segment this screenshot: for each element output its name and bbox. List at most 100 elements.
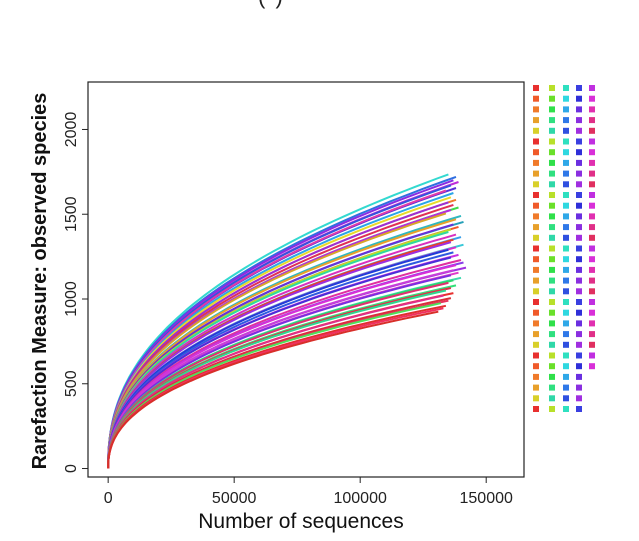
- legend-swatch: [533, 288, 539, 295]
- legend-swatch: [576, 331, 582, 338]
- legend-swatch: [589, 117, 595, 124]
- legend-swatches: [533, 85, 595, 412]
- legend-swatch: [563, 149, 569, 156]
- legend-swatch: [549, 127, 555, 134]
- legend-swatch: [563, 395, 569, 402]
- legend-swatch: [549, 245, 555, 252]
- plot-frame: [87, 81, 525, 478]
- legend-swatch: [576, 202, 582, 209]
- legend-swatch: [589, 277, 595, 284]
- legend-swatch: [533, 266, 539, 273]
- legend-swatch: [533, 106, 539, 113]
- legend-swatch: [563, 202, 569, 209]
- legend-swatch: [589, 138, 595, 145]
- legend-swatch: [549, 341, 555, 348]
- legend-swatch: [549, 331, 555, 338]
- legend-swatch: [549, 213, 555, 220]
- legend-swatch: [549, 395, 555, 402]
- legend-swatch: [589, 106, 595, 113]
- legend-swatch: [576, 127, 582, 134]
- legend-swatch: [549, 95, 555, 102]
- legend-swatch: [533, 406, 539, 412]
- legend-swatch: [533, 395, 539, 402]
- legend-swatch: [563, 341, 569, 348]
- legend-swatch: [576, 224, 582, 231]
- legend-swatch: [563, 106, 569, 113]
- legend-swatch: [563, 384, 569, 391]
- legend-swatch: [576, 320, 582, 327]
- legend-swatch: [563, 234, 569, 241]
- legend-swatch: [549, 363, 555, 370]
- legend-swatch: [549, 288, 555, 295]
- legend-swatch: [589, 149, 595, 156]
- y-tick-label: 500: [63, 370, 80, 397]
- legend-swatch: [533, 224, 539, 231]
- legend-swatch: [549, 224, 555, 231]
- legend-swatch: [589, 266, 595, 273]
- legend-swatch: [533, 138, 539, 145]
- legend-swatch: [589, 127, 595, 134]
- legend-swatch: [576, 352, 582, 359]
- legend-swatch: [533, 170, 539, 177]
- legend-swatch: [589, 320, 595, 327]
- legend-swatch: [533, 245, 539, 252]
- chart-title-fragment: ( ): [258, 0, 285, 10]
- legend-swatch: [563, 224, 569, 231]
- legend-swatch: [589, 234, 595, 241]
- legend-swatch: [576, 266, 582, 273]
- x-axis-label: Number of sequences: [198, 510, 403, 533]
- legend-swatch: [549, 373, 555, 380]
- legend-swatch: [576, 277, 582, 284]
- legend-swatch: [589, 288, 595, 295]
- legend-swatch: [563, 85, 569, 91]
- legend-swatch: [589, 85, 595, 91]
- y-axis-label: Rarefaction Measure: observed species: [29, 93, 51, 470]
- y-axis: 0 500 1000 1500 2000: [63, 112, 88, 473]
- legend-swatch: [549, 170, 555, 177]
- legend-swatch: [549, 202, 555, 209]
- legend-swatch: [533, 202, 539, 209]
- legend-swatch: [589, 181, 595, 188]
- legend-swatch: [549, 406, 555, 412]
- legend-swatch: [576, 288, 582, 295]
- legend-swatch: [576, 181, 582, 188]
- legend-swatch: [563, 406, 569, 412]
- legend-swatch: [563, 309, 569, 316]
- legend-swatch: [576, 341, 582, 348]
- legend-swatch: [533, 320, 539, 327]
- x-tick-label: 0: [104, 490, 113, 507]
- legend-swatch: [533, 341, 539, 348]
- legend-swatch: [589, 256, 595, 263]
- legend-swatch: [549, 320, 555, 327]
- legend-swatch: [576, 256, 582, 263]
- legend-swatch: [589, 299, 595, 305]
- legend-swatch: [576, 138, 582, 145]
- legend-swatch: [576, 309, 582, 316]
- legend-swatch: [563, 320, 569, 327]
- legend-swatch: [589, 245, 595, 252]
- legend-swatch: [549, 309, 555, 316]
- legend-swatch: [576, 192, 582, 198]
- legend-swatch: [563, 138, 569, 145]
- legend-swatch: [563, 299, 569, 305]
- legend-swatch: [576, 170, 582, 177]
- legend-swatch: [563, 213, 569, 220]
- legend-swatch: [533, 256, 539, 263]
- x-tick-label: 100000: [333, 490, 386, 507]
- legend-swatch: [533, 85, 539, 91]
- legend-swatch: [576, 384, 582, 391]
- legend-swatch: [576, 95, 582, 102]
- legend-swatch: [549, 234, 555, 241]
- legend-swatch: [533, 127, 539, 134]
- legend-swatch: [533, 192, 539, 198]
- y-tick-label: 0: [63, 464, 80, 473]
- x-tick-label: 150000: [460, 490, 513, 507]
- legend-swatch: [563, 170, 569, 177]
- legend-swatch: [549, 106, 555, 113]
- legend-swatch: [589, 352, 595, 359]
- legend-swatch: [549, 352, 555, 359]
- legend-swatch: [533, 363, 539, 370]
- legend-swatch: [533, 117, 539, 124]
- legend-swatch: [589, 363, 595, 370]
- legend-swatch: [576, 406, 582, 412]
